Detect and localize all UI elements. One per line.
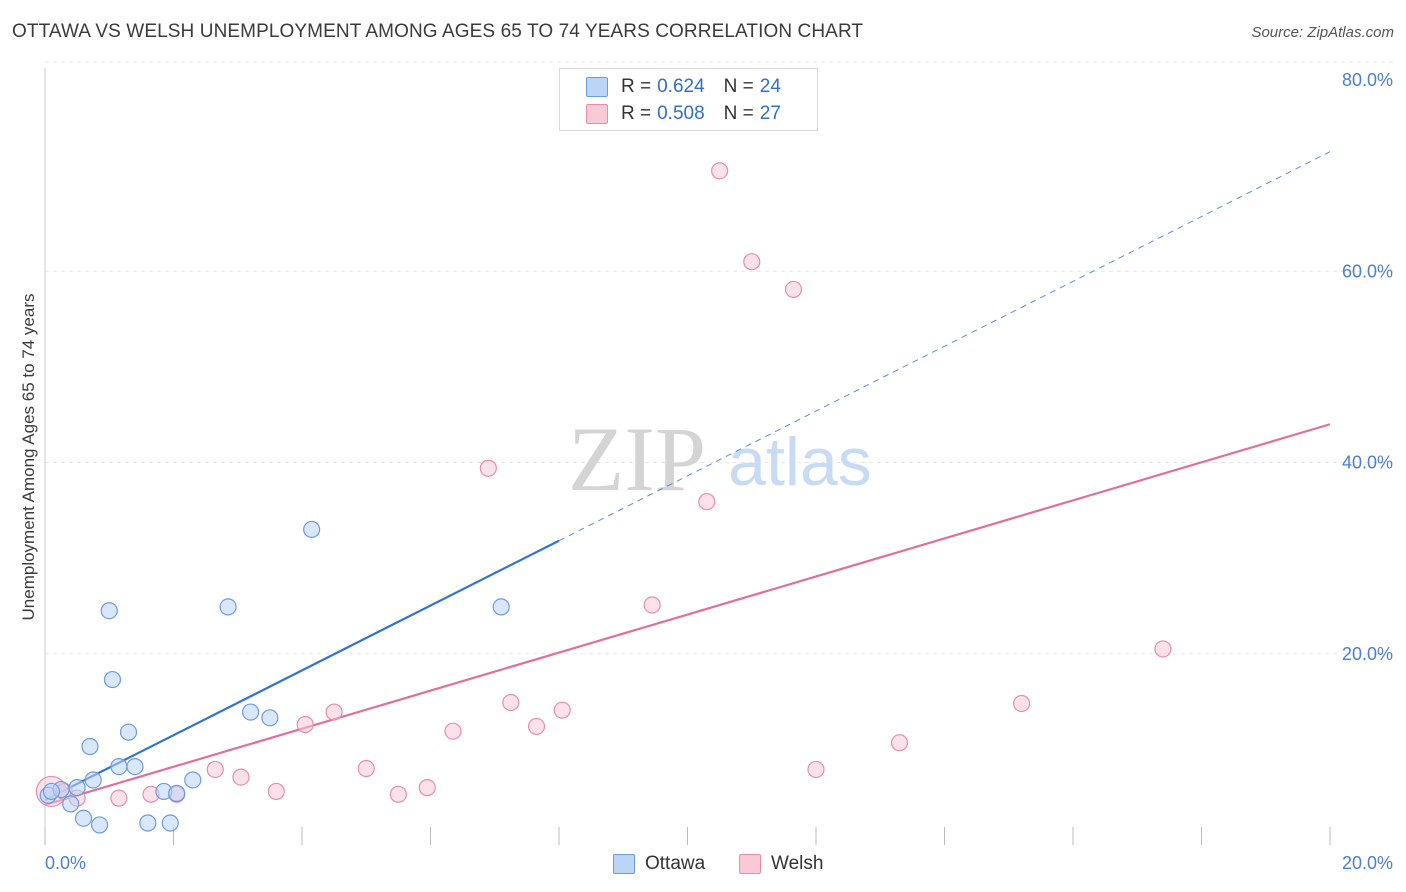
ottawa-point (219, 598, 237, 616)
welsh-point (698, 493, 716, 511)
ottawa-point (119, 723, 138, 741)
welsh-legend-label: Welsh (771, 853, 824, 874)
welsh-point (890, 734, 909, 752)
welsh-point (267, 782, 285, 801)
welsh-point (643, 596, 661, 614)
data-points (35, 162, 1172, 834)
ottawa-point (303, 520, 321, 539)
y-tick-label: 20.0% (1342, 644, 1393, 664)
source-label: Source: ZipAtlas.com (1251, 24, 1394, 41)
ottawa-swatch (586, 77, 608, 97)
welsh-point (553, 701, 571, 719)
welsh-point (784, 280, 803, 299)
welsh-point (418, 779, 436, 797)
watermark-atlas: atlas (728, 424, 872, 500)
ottawa-point (74, 809, 93, 827)
welsh-r-label: R = (621, 103, 652, 124)
y-axis-title: Unemployment Among Ages 65 to 74 years (19, 293, 38, 621)
ottawa-point (168, 784, 186, 802)
axes (44, 68, 1331, 845)
ottawa-point (139, 814, 157, 832)
ottawa-point (68, 779, 86, 797)
y-tick-label: 40.0% (1342, 453, 1393, 473)
trend-lines (44, 151, 1331, 806)
ottawa-point (110, 757, 128, 776)
ottawa-point (103, 670, 122, 689)
welsh-point (502, 693, 520, 712)
legend-row-welsh: R = 0.508 N = 27 (586, 103, 781, 125)
ottawa-point (84, 771, 102, 789)
ottawa-n-label: N = (723, 76, 754, 97)
ottawa-point (81, 737, 99, 756)
welsh-trend-line (44, 423, 1331, 806)
ottawa-point (184, 771, 202, 789)
y-tick-label: 60.0% (1342, 261, 1393, 281)
grid-lines (45, 61, 1395, 655)
ottawa-trend-line (44, 539, 560, 802)
ottawa-point (42, 782, 61, 801)
welsh-point (444, 722, 462, 740)
ottawa-r-value: 0.624 (657, 76, 705, 97)
welsh-point (389, 785, 407, 803)
ottawa-point (261, 709, 279, 727)
ottawa-r-label: R = (621, 76, 652, 97)
ottawa-legend-label: Ottawa (645, 853, 706, 874)
ottawa-point (62, 795, 80, 813)
welsh-point (232, 768, 250, 786)
legend-row-ottawa: R = 0.624 N = 24 (586, 76, 781, 98)
correlation-legend: R = 0.624 N = 24 R = 0.508 N = 27 (559, 68, 818, 131)
welsh-point (206, 760, 224, 779)
ottawa-trend-line-extrapolated (558, 151, 1331, 542)
chart-title: OTTAWA VS WELSH UNEMPLOYMENT AMONG AGES … (12, 21, 864, 42)
tick-labels: 20.0% 40.0% 60.0% 80.0% 0.0% 20.0% (45, 70, 1393, 873)
welsh-r-value: 0.508 (657, 103, 705, 124)
welsh-n-label: N = (723, 103, 754, 124)
ottawa-point (100, 602, 118, 620)
ottawa-point (492, 598, 510, 616)
watermark: ZIP atlas (568, 408, 872, 510)
watermark-zip: ZIP (568, 408, 706, 510)
welsh-swatch (586, 104, 608, 124)
ottawa-point (242, 703, 260, 721)
welsh-point (711, 162, 729, 180)
welsh-point (479, 459, 497, 477)
welsh-point (807, 760, 825, 779)
welsh-legend-swatch (739, 854, 761, 874)
ottawa-n-value: 24 (759, 76, 781, 97)
ottawa-point (91, 816, 109, 834)
welsh-point (325, 703, 343, 721)
welsh-point (110, 789, 128, 807)
ottawa-point (161, 814, 179, 832)
ottawa-point (126, 757, 144, 776)
welsh-point (357, 759, 375, 778)
welsh-point (1154, 640, 1172, 658)
welsh-point (527, 717, 546, 736)
series-legend-welsh: Welsh (739, 852, 823, 876)
y-tick-label: 80.0% (1342, 70, 1393, 90)
series-legend-ottawa: Ottawa (613, 852, 705, 876)
x-tick-label: 20.0% (1342, 853, 1393, 873)
welsh-point (1012, 694, 1031, 713)
x-tick-label: 0.0% (45, 853, 86, 873)
welsh-n-value: 27 (759, 103, 781, 124)
welsh-point (743, 253, 761, 271)
ottawa-legend-swatch (613, 854, 635, 874)
welsh-point (296, 715, 314, 734)
